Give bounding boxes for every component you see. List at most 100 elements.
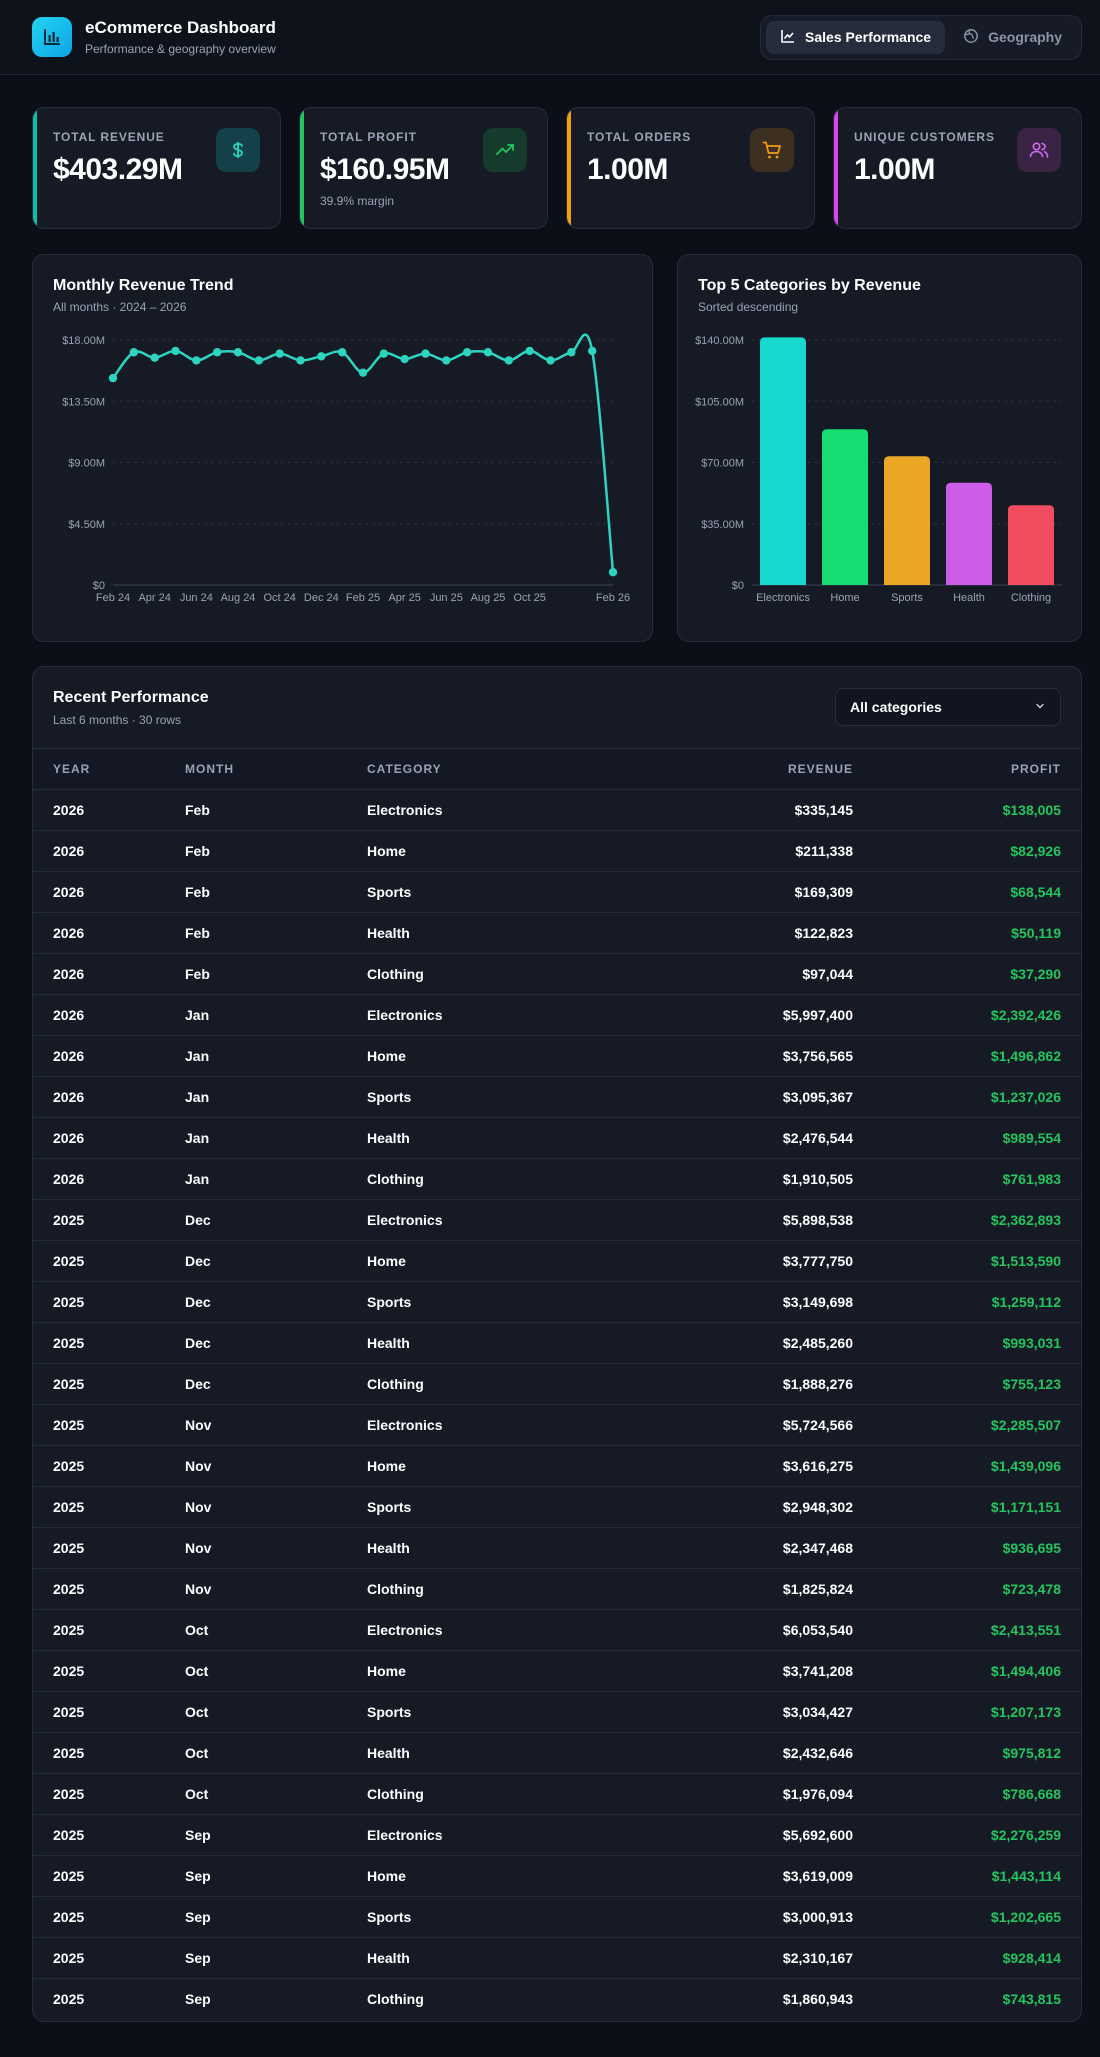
category-filter-select[interactable]: All categories	[835, 688, 1061, 726]
column-header-month[interactable]: MONTH	[185, 748, 367, 790]
data-point[interactable]	[233, 348, 243, 357]
table-row[interactable]: 2026 Feb Clothing $97,044 $37,290	[33, 953, 1081, 995]
table-row[interactable]: 2025 Sep Health $2,310,167 $928,414	[33, 1937, 1081, 1979]
profit-cell: $2,276,259	[853, 1814, 1081, 1856]
table-row[interactable]: 2025 Oct Electronics $6,053,540 $2,413,551	[33, 1609, 1081, 1651]
table-header-row: YEAR MONTH CATEGORY REVENUE PROFIT	[33, 748, 1081, 790]
data-point[interactable]	[442, 356, 451, 365]
kpi-card-total-revenue: TOTAL REVENUE $403.29M	[32, 107, 281, 229]
month-cell: Oct	[185, 1773, 367, 1815]
profit-cell: $1,259,112	[853, 1281, 1081, 1323]
table-row[interactable]: 2025 Sep Clothing $1,860,943 $743,815	[33, 1979, 1081, 2020]
data-point[interactable]	[108, 373, 118, 383]
category-cell: Clothing	[367, 953, 567, 995]
table-row[interactable]: 2025 Oct Home $3,741,208 $1,494,406	[33, 1650, 1081, 1692]
year-cell: 2025	[33, 1322, 185, 1364]
table-row[interactable]: 2026 Feb Sports $169,309 $68,544	[33, 871, 1081, 913]
table-row[interactable]: 2025 Nov Home $3,616,275 $1,439,096	[33, 1445, 1081, 1487]
table-row[interactable]: 2025 Nov Clothing $1,825,824 $723,478	[33, 1568, 1081, 1610]
bar-electronics[interactable]	[760, 337, 806, 585]
table-row[interactable]: 2026 Feb Electronics $335,145 $138,005	[33, 789, 1081, 831]
bar-health[interactable]	[946, 482, 992, 585]
data-point[interactable]	[150, 353, 159, 362]
profit-cell: $1,207,173	[853, 1691, 1081, 1733]
table-row[interactable]: 2025 Nov Electronics $5,724,566 $2,285,507	[33, 1404, 1081, 1446]
table-row[interactable]: 2026 Jan Electronics $5,997,400 $2,392,426	[33, 994, 1081, 1036]
table-row[interactable]: 2025 Dec Home $3,777,750 $1,513,590	[33, 1240, 1081, 1282]
data-point[interactable]	[337, 348, 347, 357]
column-header-profit[interactable]: PROFIT	[853, 748, 1081, 790]
data-point[interactable]	[567, 348, 576, 357]
revenue-cell: $5,997,400	[567, 994, 853, 1036]
table-row[interactable]: 2025 Sep Electronics $5,692,600 $2,276,259	[33, 1814, 1081, 1856]
tab-sales-performance[interactable]: Sales Performance	[766, 20, 946, 54]
data-point[interactable]	[421, 349, 430, 358]
top-categories-card: Top 5 Categories by Revenue Sorted desce…	[677, 254, 1082, 642]
column-header-revenue[interactable]: REVENUE	[567, 748, 853, 790]
data-point[interactable]	[462, 348, 472, 357]
month-cell: Oct	[185, 1650, 367, 1692]
table-row[interactable]: 2025 Nov Sports $2,948,302 $1,171,151	[33, 1486, 1081, 1528]
data-point[interactable]	[587, 346, 597, 356]
year-cell: 2026	[33, 1035, 185, 1077]
table-row[interactable]: 2025 Sep Sports $3,000,913 $1,202,665	[33, 1896, 1081, 1938]
tab-geography[interactable]: Geography	[949, 21, 1076, 54]
bar-home[interactable]	[822, 429, 868, 585]
data-point[interactable]	[212, 348, 222, 357]
profit-cell: $1,439,096	[853, 1445, 1081, 1487]
category-cell: Health	[367, 1732, 567, 1774]
data-point[interactable]	[296, 356, 305, 365]
top-header: eCommerce Dashboard Performance & geogra…	[0, 0, 1100, 75]
data-point[interactable]	[504, 356, 514, 365]
data-point[interactable]	[254, 356, 264, 365]
data-point[interactable]	[317, 352, 326, 361]
table-row[interactable]: 2025 Nov Health $2,347,468 $936,695	[33, 1527, 1081, 1569]
data-point[interactable]	[171, 346, 180, 356]
data-point[interactable]	[275, 349, 284, 358]
x-tick-label: Sports	[891, 592, 923, 604]
table-row[interactable]: 2025 Dec Clothing $1,888,276 $755,123	[33, 1363, 1081, 1405]
app-subtitle: Performance & geography overview	[85, 42, 276, 56]
profit-cell: $723,478	[853, 1568, 1081, 1610]
table-row[interactable]: 2026 Jan Clothing $1,910,505 $761,983	[33, 1158, 1081, 1200]
table-row[interactable]: 2026 Jan Home $3,756,565 $1,496,862	[33, 1035, 1081, 1077]
table-row[interactable]: 2026 Feb Health $122,823 $50,119	[33, 912, 1081, 954]
table-row[interactable]: 2026 Feb Home $211,338 $82,926	[33, 830, 1081, 872]
column-header-category[interactable]: CATEGORY	[367, 748, 567, 790]
category-cell: Sports	[367, 1486, 567, 1528]
column-header-year[interactable]: YEAR	[33, 748, 185, 790]
data-point[interactable]	[358, 368, 368, 377]
revenue-cell: $3,741,208	[567, 1650, 853, 1692]
data-point[interactable]	[379, 349, 389, 358]
data-point[interactable]	[546, 356, 555, 365]
table-row[interactable]: 2025 Sep Home $3,619,009 $1,443,114	[33, 1855, 1081, 1897]
data-point[interactable]	[525, 346, 534, 356]
month-cell: Nov	[185, 1445, 367, 1487]
table-row[interactable]: 2025 Dec Sports $3,149,698 $1,259,112	[33, 1281, 1081, 1323]
bar-clothing[interactable]	[1008, 505, 1054, 585]
profit-cell: $936,695	[853, 1527, 1081, 1569]
data-point[interactable]	[400, 354, 409, 364]
month-cell: Dec	[185, 1322, 367, 1364]
bar-sports[interactable]	[884, 456, 930, 585]
table-row[interactable]: 2025 Oct Sports $3,034,427 $1,207,173	[33, 1691, 1081, 1733]
data-point[interactable]	[192, 356, 201, 365]
year-cell: 2026	[33, 789, 185, 831]
category-cell: Clothing	[367, 1158, 567, 1200]
revenue-cell: $3,616,275	[567, 1445, 853, 1487]
data-point[interactable]	[608, 568, 618, 577]
data-point[interactable]	[483, 348, 493, 357]
table-row[interactable]: 2026 Jan Sports $3,095,367 $1,237,026	[33, 1076, 1081, 1118]
revenue-cell: $2,948,302	[567, 1486, 853, 1528]
table-subtitle: Last 6 months · 30 rows	[53, 713, 182, 727]
category-cell: Home	[367, 1445, 567, 1487]
category-cell: Electronics	[367, 1199, 567, 1241]
table-row[interactable]: 2025 Dec Electronics $5,898,538 $2,362,893	[33, 1199, 1081, 1241]
table-row[interactable]: 2026 Jan Health $2,476,544 $989,554	[33, 1117, 1081, 1159]
y-tick-label: $35.00M	[701, 519, 744, 531]
table-row[interactable]: 2025 Oct Clothing $1,976,094 $786,668	[33, 1773, 1081, 1815]
data-point[interactable]	[129, 348, 139, 357]
table-row[interactable]: 2025 Oct Health $2,432,646 $975,812	[33, 1732, 1081, 1774]
table-row[interactable]: 2025 Dec Health $2,485,260 $993,031	[33, 1322, 1081, 1364]
month-cell: Sep	[185, 1814, 367, 1856]
